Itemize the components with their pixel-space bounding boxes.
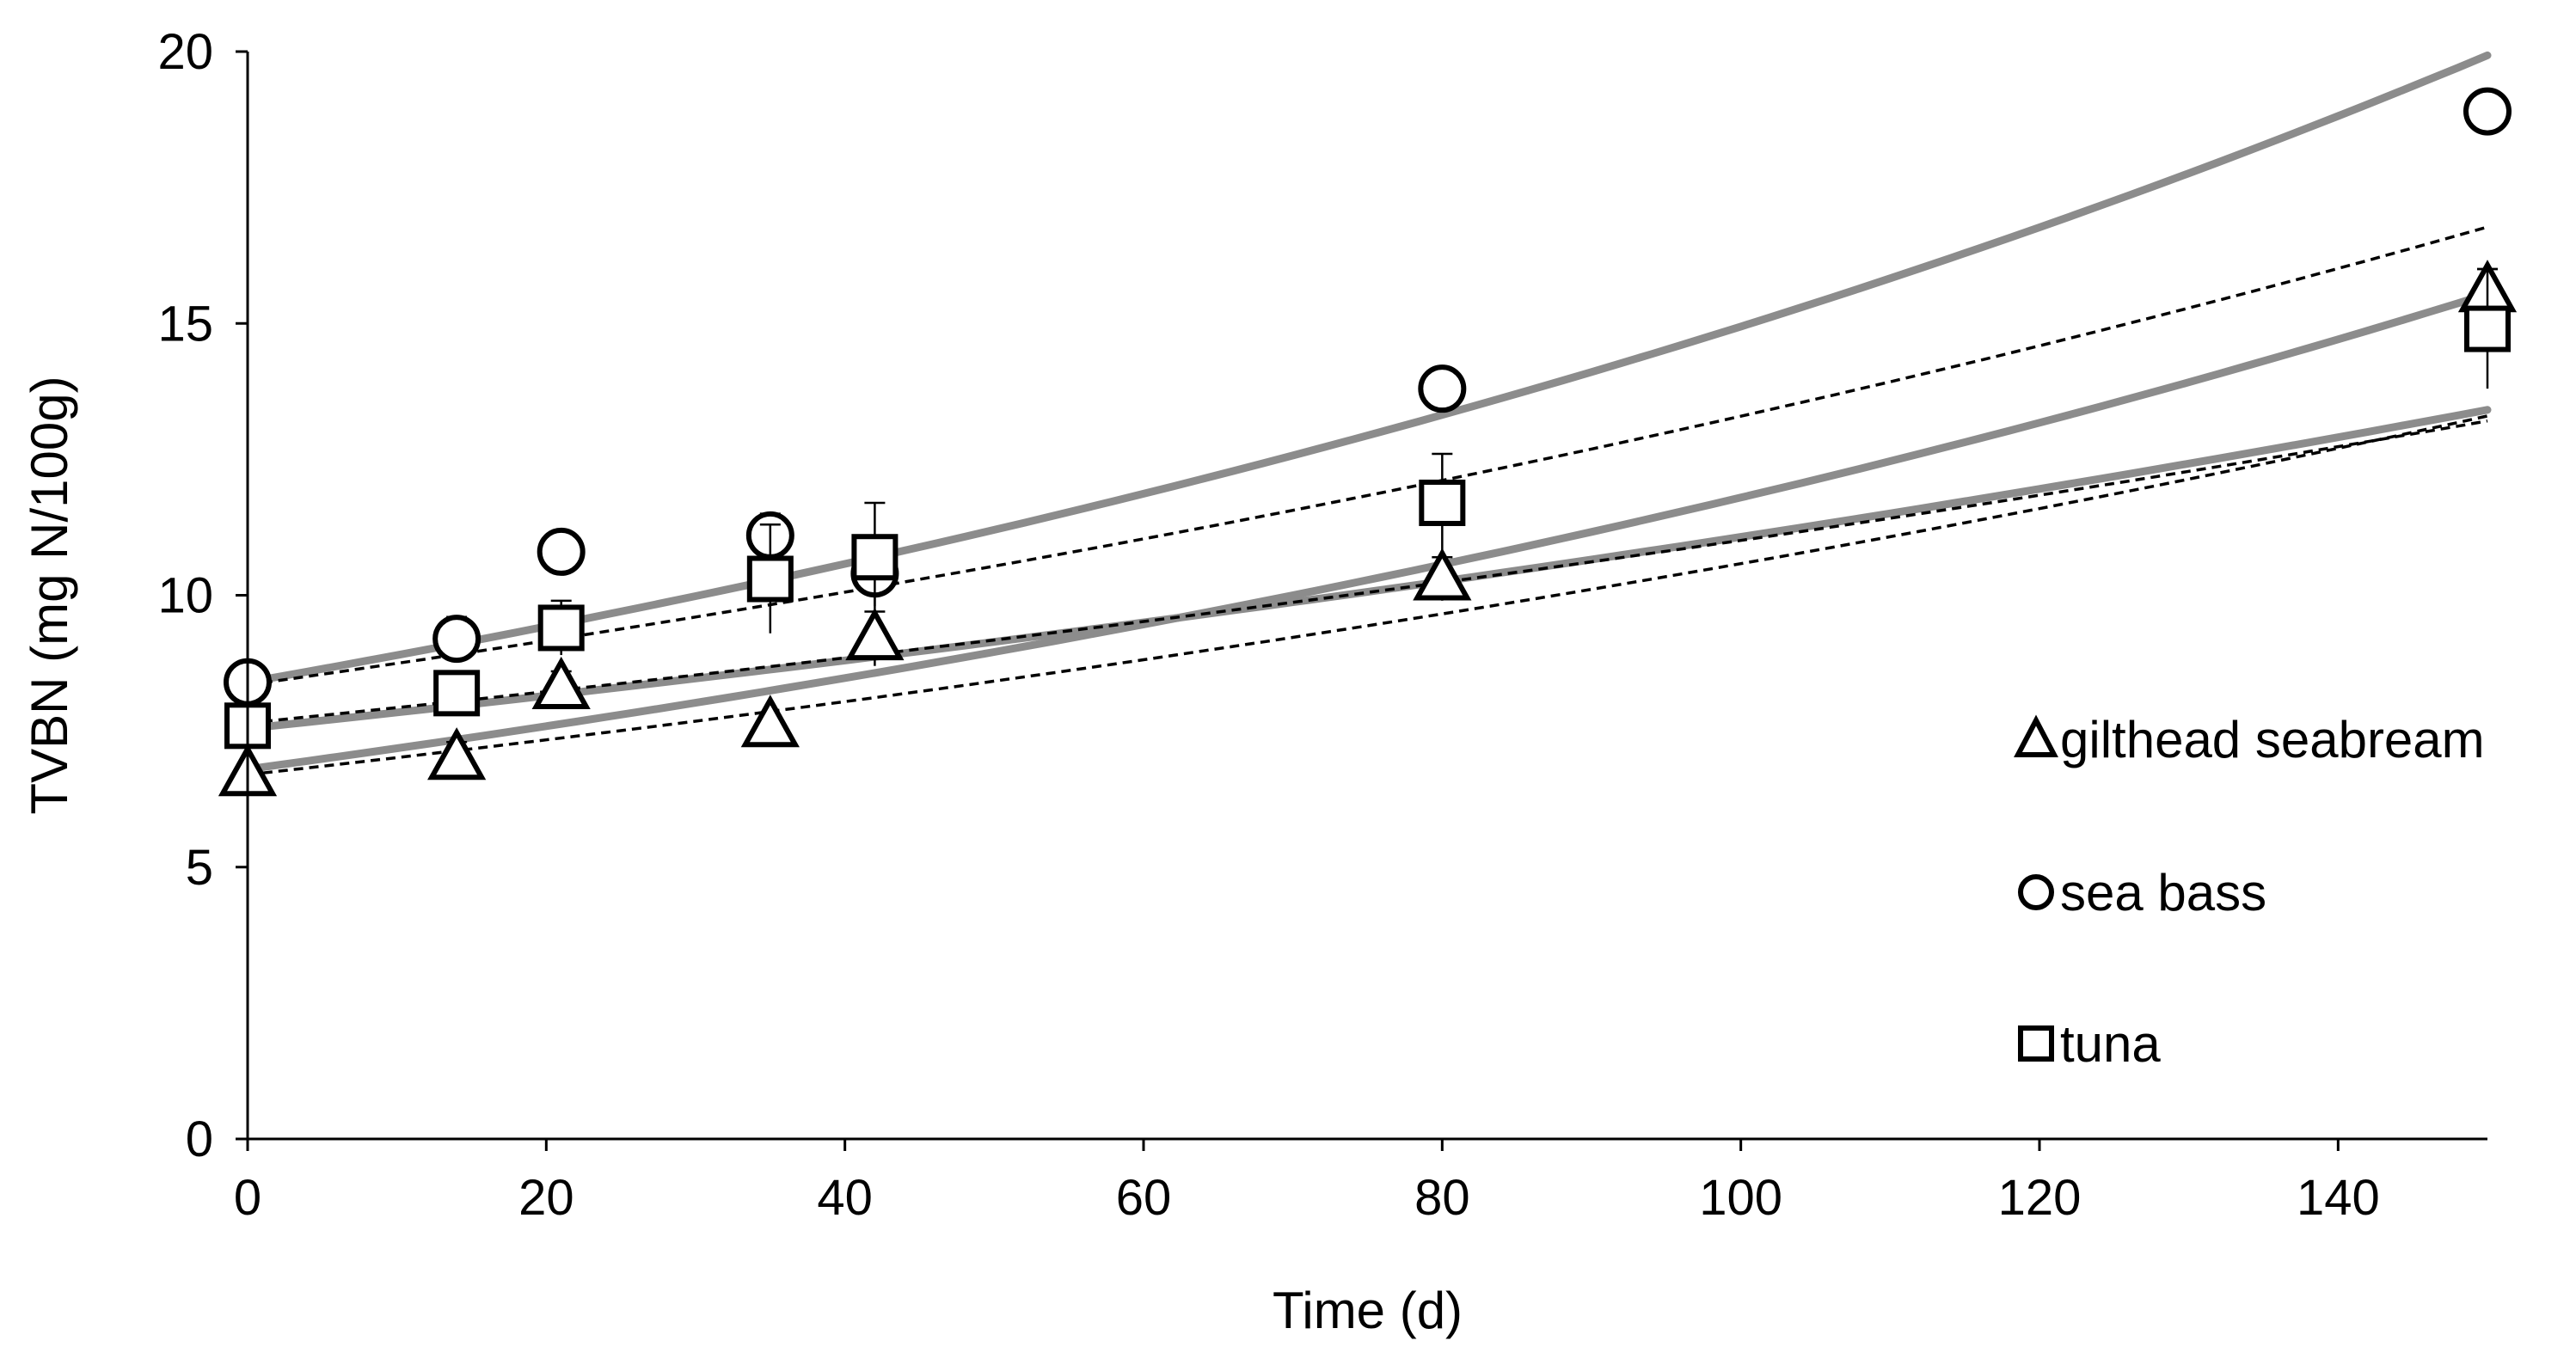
fit-line-solid-gilthead-seabream (243, 290, 2492, 774)
y-tick-label: 15 (157, 296, 213, 352)
square-icon (2018, 1025, 2054, 1062)
legend: gilthead seabream sea bass tuna (2014, 711, 2485, 1073)
fit-curves (243, 51, 2492, 776)
circle-icon (2018, 874, 2054, 910)
x-tick-label: 60 (1116, 1170, 1172, 1226)
series-sea-bass (224, 87, 2512, 707)
x-tick-label: 120 (1998, 1170, 2082, 1226)
legend-item-gilthead-seabream: gilthead seabream (2014, 711, 2485, 768)
data-point-triangle (531, 656, 591, 710)
data-point-triangle (845, 607, 905, 661)
y-ticks: 0 5 10 15 20 (157, 24, 248, 1167)
legend-label: sea bass (2060, 864, 2266, 921)
x-tick-label: 20 (518, 1170, 574, 1226)
y-tick-label: 0 (186, 1111, 213, 1167)
x-tick-label: 80 (1414, 1170, 1470, 1226)
data-point-square (1419, 479, 1466, 526)
data-point-square (2464, 305, 2511, 352)
legend-item-tuna: tuna (2018, 1015, 2161, 1073)
data-point-circle (537, 527, 586, 576)
x-tick-label: 0 (234, 1170, 261, 1226)
legend-label: tuna (2060, 1015, 2161, 1073)
data-point-triangle (1413, 548, 1472, 601)
data-points (218, 87, 2518, 797)
y-tick-label: 5 (186, 840, 213, 896)
legend-marker-shape (2014, 714, 2058, 757)
data-point-circle (2463, 87, 2512, 136)
x-axis-title: Time (d) (1273, 1282, 1463, 1339)
data-point-circle (432, 615, 481, 664)
legend-marker-shape (2018, 874, 2054, 910)
fit-line-dashed-sea-bass (247, 225, 2488, 687)
fit-line-solid-sea-bass (243, 51, 2492, 687)
data-point-triangle (427, 727, 487, 781)
fit-line-solid-tuna (243, 406, 2492, 732)
x-tick-label: 100 (1699, 1170, 1782, 1226)
data-point-square (433, 670, 481, 717)
fit-line-dashed-gilthead-seabream (247, 414, 2488, 776)
y-tick-label: 20 (157, 24, 213, 80)
data-point-triangle (740, 695, 800, 748)
x-tick-label: 140 (2297, 1170, 2380, 1226)
data-point-square (851, 534, 899, 581)
data-point-square (537, 604, 585, 652)
x-ticks: 0 20 40 60 80 100 120 140 (234, 1139, 2380, 1226)
y-tick-label: 10 (157, 568, 213, 624)
triangle-icon (2014, 714, 2058, 757)
data-point-square (746, 555, 794, 603)
legend-item-sea-bass: sea bass (2018, 864, 2266, 921)
x-tick-label: 40 (817, 1170, 873, 1226)
data-point-circle (1418, 364, 1467, 413)
axes: 0 20 40 60 80 100 120 140 0 5 10 15 20 Time (d) TVB… (21, 24, 2487, 1339)
legend-label: gilthead seabream (2060, 711, 2485, 768)
legend-marker-shape (2018, 1025, 2054, 1062)
y-axis-title: TVBN (mg N/100g) (21, 376, 78, 814)
fit-line-dashed-tuna (247, 419, 2488, 725)
